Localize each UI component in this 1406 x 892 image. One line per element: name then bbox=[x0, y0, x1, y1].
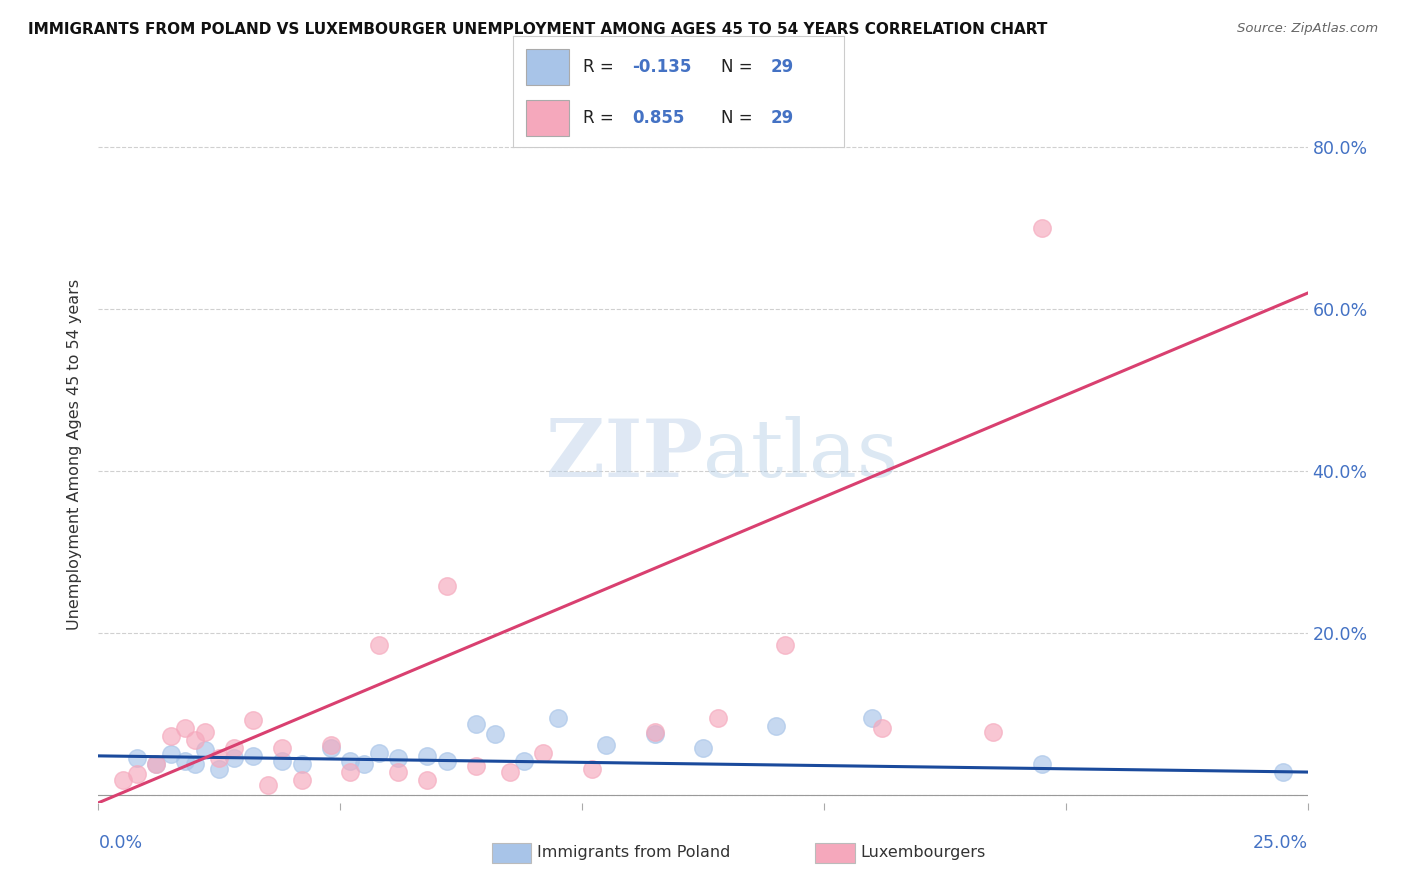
Point bbox=[184, 756, 207, 771]
Point bbox=[271, 754, 294, 768]
Point bbox=[319, 738, 342, 752]
Point bbox=[242, 713, 264, 727]
Point bbox=[145, 756, 167, 771]
Point bbox=[860, 711, 883, 725]
Text: R =: R = bbox=[582, 58, 619, 76]
Point bbox=[644, 727, 666, 741]
Point bbox=[416, 748, 439, 763]
Point bbox=[387, 751, 409, 765]
Point bbox=[981, 724, 1004, 739]
Point bbox=[692, 740, 714, 755]
Point bbox=[484, 727, 506, 741]
Point bbox=[531, 746, 554, 760]
Point bbox=[644, 724, 666, 739]
Point bbox=[416, 773, 439, 788]
Text: ZIP: ZIP bbox=[546, 416, 703, 494]
Point bbox=[353, 756, 375, 771]
Point bbox=[498, 765, 520, 780]
Point bbox=[145, 756, 167, 771]
Point bbox=[174, 754, 197, 768]
Point bbox=[242, 748, 264, 763]
Text: 25.0%: 25.0% bbox=[1253, 834, 1308, 852]
Text: N =: N = bbox=[721, 109, 758, 128]
Point bbox=[194, 724, 217, 739]
Text: 29: 29 bbox=[770, 58, 794, 76]
Text: 0.855: 0.855 bbox=[633, 109, 685, 128]
Point bbox=[222, 740, 245, 755]
Point bbox=[513, 754, 536, 768]
Point bbox=[194, 743, 217, 757]
Point bbox=[464, 759, 486, 773]
Text: Luxembourgers: Luxembourgers bbox=[860, 846, 986, 860]
Point bbox=[174, 722, 197, 736]
Point bbox=[339, 754, 361, 768]
Point bbox=[208, 751, 231, 765]
Text: atlas: atlas bbox=[703, 416, 898, 494]
Text: Immigrants from Poland: Immigrants from Poland bbox=[537, 846, 731, 860]
Point bbox=[208, 762, 231, 776]
Point bbox=[319, 740, 342, 755]
Text: Source: ZipAtlas.com: Source: ZipAtlas.com bbox=[1237, 22, 1378, 36]
Point bbox=[256, 778, 278, 792]
Point bbox=[436, 579, 458, 593]
Point bbox=[368, 746, 391, 760]
FancyBboxPatch shape bbox=[526, 49, 569, 85]
FancyBboxPatch shape bbox=[526, 101, 569, 136]
Point bbox=[222, 751, 245, 765]
Point bbox=[387, 765, 409, 780]
Point bbox=[706, 711, 728, 725]
Point bbox=[464, 716, 486, 731]
Text: N =: N = bbox=[721, 58, 758, 76]
Point bbox=[765, 719, 787, 733]
Text: -0.135: -0.135 bbox=[633, 58, 692, 76]
Point bbox=[127, 751, 149, 765]
Point bbox=[160, 730, 183, 744]
Point bbox=[184, 732, 207, 747]
Point bbox=[1031, 756, 1053, 771]
Point bbox=[773, 638, 796, 652]
Point bbox=[1031, 221, 1053, 235]
Text: 0.0%: 0.0% bbox=[98, 834, 142, 852]
Point bbox=[595, 738, 617, 752]
Point bbox=[127, 767, 149, 781]
Point bbox=[111, 773, 134, 788]
Point bbox=[271, 740, 294, 755]
Point bbox=[1272, 765, 1295, 780]
Point bbox=[368, 638, 391, 652]
Point bbox=[290, 756, 312, 771]
Point bbox=[339, 765, 361, 780]
Text: R =: R = bbox=[582, 109, 619, 128]
Point bbox=[436, 754, 458, 768]
Y-axis label: Unemployment Among Ages 45 to 54 years: Unemployment Among Ages 45 to 54 years bbox=[67, 279, 83, 631]
Point bbox=[547, 711, 569, 725]
Point bbox=[160, 747, 183, 762]
Point bbox=[581, 762, 603, 776]
Point bbox=[290, 773, 312, 788]
Point bbox=[870, 722, 893, 736]
Text: 29: 29 bbox=[770, 109, 794, 128]
Text: IMMIGRANTS FROM POLAND VS LUXEMBOURGER UNEMPLOYMENT AMONG AGES 45 TO 54 YEARS CO: IMMIGRANTS FROM POLAND VS LUXEMBOURGER U… bbox=[28, 22, 1047, 37]
